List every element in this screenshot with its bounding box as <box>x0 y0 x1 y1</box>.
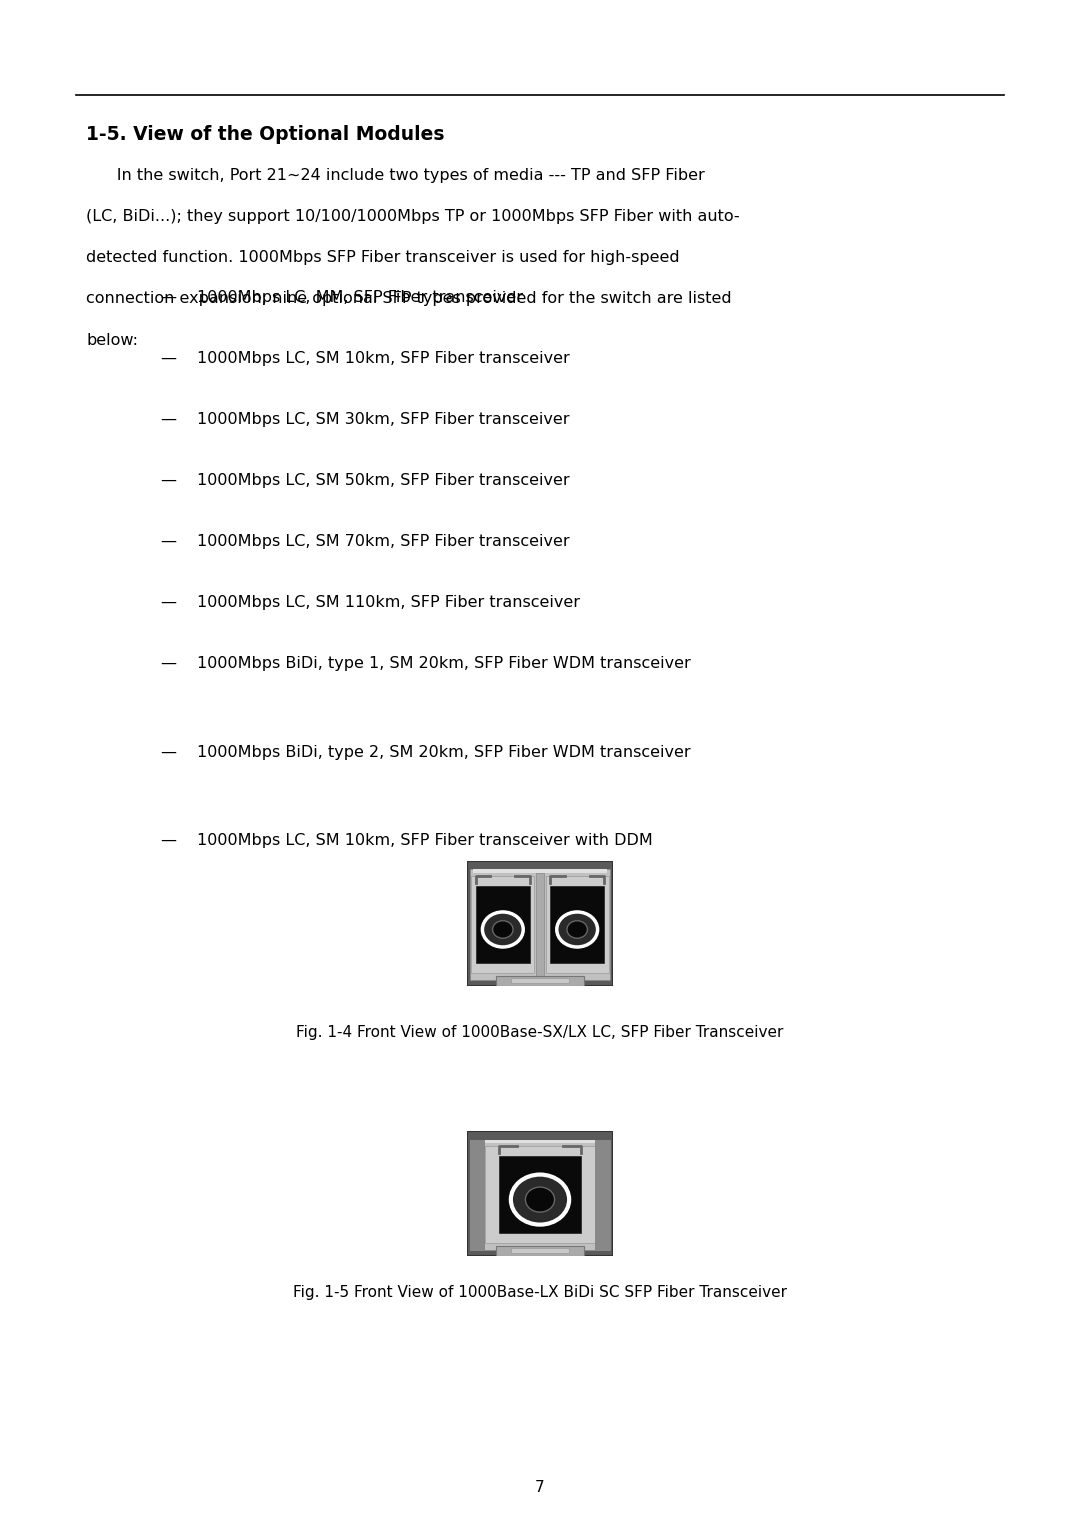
Text: In the switch, Port 21~24 include two types of media --- TP and SFP Fiber: In the switch, Port 21~24 include two ty… <box>86 168 705 183</box>
Bar <box>499 1155 581 1233</box>
Text: 1000Mbps LC, SM 10km, SFP Fiber transceiver: 1000Mbps LC, SM 10km, SFP Fiber transcei… <box>197 351 569 366</box>
Text: —: — <box>160 290 176 305</box>
Text: below:: below: <box>86 333 138 348</box>
Bar <box>595 1140 610 1250</box>
Circle shape <box>557 913 597 948</box>
Bar <box>511 978 569 983</box>
Text: Fig. 1-4 Front View of 1000Base-SX/LX LC, SFP Fiber Transceiver: Fig. 1-4 Front View of 1000Base-SX/LX LC… <box>296 1025 784 1041</box>
Circle shape <box>492 920 513 938</box>
Bar <box>545 876 608 974</box>
Text: (LC, BiDi...); they support 10/100/1000Mbps TP or 1000Mbps SFP Fiber with auto-: (LC, BiDi...); they support 10/100/1000M… <box>86 209 740 224</box>
Text: 1000Mbps BiDi, type 2, SM 20km, SFP Fiber WDM transceiver: 1000Mbps BiDi, type 2, SM 20km, SFP Fibe… <box>197 745 690 760</box>
Circle shape <box>525 1187 555 1212</box>
Bar <box>497 975 583 986</box>
Text: 1000Mbps LC, SM 50km, SFP Fiber transceiver: 1000Mbps LC, SM 50km, SFP Fiber transcei… <box>197 473 569 488</box>
Text: —: — <box>160 745 176 760</box>
Text: —: — <box>160 595 176 610</box>
Text: 1000Mbps LC, SM 110km, SFP Fiber transceiver: 1000Mbps LC, SM 110km, SFP Fiber transce… <box>197 595 580 610</box>
Circle shape <box>483 913 523 948</box>
Bar <box>472 876 535 974</box>
Bar <box>473 870 607 873</box>
Text: 1000Mbps LC, SM 70km, SFP Fiber transceiver: 1000Mbps LC, SM 70km, SFP Fiber transcei… <box>197 534 569 549</box>
Bar <box>497 1245 583 1256</box>
Bar <box>476 885 530 963</box>
Text: —: — <box>160 656 176 671</box>
Text: 1000Mbps BiDi, type 1, SM 20km, SFP Fiber WDM transceiver: 1000Mbps BiDi, type 1, SM 20km, SFP Fibe… <box>197 656 690 671</box>
Text: 1-5. View of the Optional Modules: 1-5. View of the Optional Modules <box>86 125 445 143</box>
Bar <box>485 1146 595 1244</box>
Text: 1000Mbps LC, SM 10km, SFP Fiber transceiver with DDM: 1000Mbps LC, SM 10km, SFP Fiber transcei… <box>197 833 652 848</box>
Circle shape <box>567 920 588 938</box>
Text: —: — <box>160 351 176 366</box>
Bar <box>470 1140 485 1250</box>
Text: —: — <box>160 534 176 549</box>
Bar <box>470 870 610 980</box>
Text: Fig. 1-5 Front View of 1000Base-LX BiDi SC SFP Fiber Transceiver: Fig. 1-5 Front View of 1000Base-LX BiDi … <box>293 1285 787 1300</box>
Circle shape <box>511 1175 569 1224</box>
Text: —: — <box>160 412 176 427</box>
Bar <box>473 1140 607 1143</box>
Bar <box>470 1140 610 1250</box>
Text: connection expansion; nine optional SFP types provided for the switch are listed: connection expansion; nine optional SFP … <box>86 291 732 307</box>
Bar <box>511 1248 569 1253</box>
Text: 1000Mbps LC, SM 30km, SFP Fiber transceiver: 1000Mbps LC, SM 30km, SFP Fiber transcei… <box>197 412 569 427</box>
Text: 7: 7 <box>536 1480 544 1495</box>
Bar <box>550 885 604 963</box>
Bar <box>536 873 544 975</box>
Text: detected function. 1000Mbps SFP Fiber transceiver is used for high-speed: detected function. 1000Mbps SFP Fiber tr… <box>86 250 680 266</box>
Text: 1000Mbps LC, MM, SFP Fiber transceiver: 1000Mbps LC, MM, SFP Fiber transceiver <box>197 290 523 305</box>
Text: —: — <box>160 473 176 488</box>
Text: —: — <box>160 833 176 848</box>
